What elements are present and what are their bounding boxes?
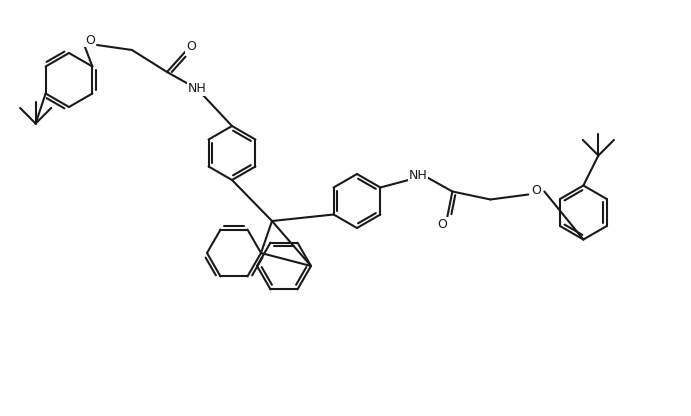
Text: O: O: [186, 40, 196, 54]
Text: O: O: [85, 34, 95, 47]
Text: O: O: [437, 218, 447, 231]
Text: NH: NH: [188, 82, 207, 96]
Text: O: O: [531, 184, 541, 197]
Text: NH: NH: [409, 169, 428, 182]
